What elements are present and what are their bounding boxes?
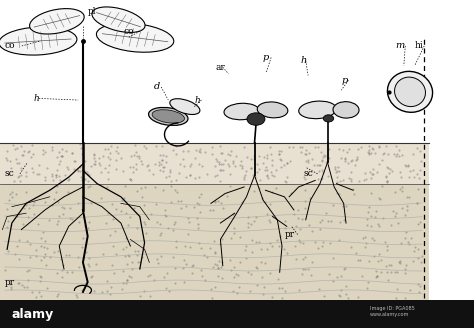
Text: co: co <box>123 27 134 36</box>
Text: b: b <box>320 305 326 315</box>
Text: hi: hi <box>415 41 423 51</box>
Bar <box>0 143 429 184</box>
Text: sc: sc <box>303 169 313 178</box>
Text: d: d <box>154 82 160 92</box>
Text: h: h <box>194 95 200 105</box>
Ellipse shape <box>387 72 433 112</box>
Ellipse shape <box>96 23 174 52</box>
Text: m: m <box>396 41 405 51</box>
Text: co: co <box>5 41 15 51</box>
Ellipse shape <box>394 77 426 107</box>
Ellipse shape <box>299 101 337 119</box>
Ellipse shape <box>224 103 259 120</box>
Text: Image ID: PGA085
www.alamy.com: Image ID: PGA085 www.alamy.com <box>370 306 414 317</box>
Ellipse shape <box>0 27 77 55</box>
Text: ar: ar <box>216 63 226 72</box>
Text: a: a <box>429 305 435 315</box>
Ellipse shape <box>333 102 359 118</box>
Ellipse shape <box>29 9 84 34</box>
Text: h: h <box>301 56 307 65</box>
Bar <box>0 184 429 302</box>
Ellipse shape <box>148 108 188 125</box>
Bar <box>0 300 474 328</box>
Text: e: e <box>81 305 86 315</box>
Ellipse shape <box>92 7 145 32</box>
Text: alamy: alamy <box>12 308 54 320</box>
Text: pl: pl <box>88 7 96 16</box>
Ellipse shape <box>170 99 200 114</box>
Text: p: p <box>341 76 347 85</box>
Ellipse shape <box>152 110 184 123</box>
Text: pr: pr <box>284 230 294 239</box>
Text: h: h <box>33 94 39 103</box>
Ellipse shape <box>247 113 265 125</box>
Text: pr: pr <box>5 277 15 287</box>
Text: sc: sc <box>5 169 15 178</box>
Ellipse shape <box>323 115 334 122</box>
Ellipse shape <box>257 102 288 118</box>
Text: p: p <box>263 53 269 62</box>
Text: c: c <box>246 305 252 315</box>
